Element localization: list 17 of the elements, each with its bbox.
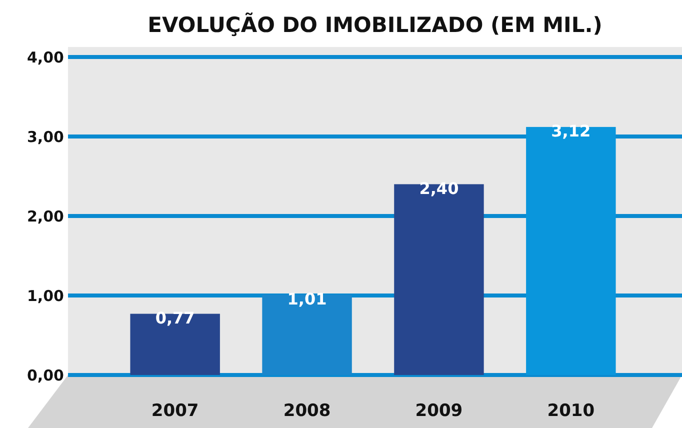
chart-title: EVOLUÇÃO DO IMOBILIZADO (EM MIL.)	[148, 12, 602, 37]
x-tick-label: 2008	[283, 401, 331, 421]
data-label: 3,12	[551, 122, 591, 141]
data-label: 2,40	[419, 178, 459, 198]
y-tick-label: 4,00	[26, 48, 64, 66]
x-tick-label: 2007	[151, 401, 199, 421]
bar	[262, 294, 352, 375]
y-tick-label: 3,00	[26, 128, 64, 146]
data-label: 1,01	[287, 289, 327, 308]
bar	[130, 314, 220, 375]
y-tick-label: 2,00	[26, 207, 64, 226]
data-label: 0,77	[155, 308, 195, 328]
y-tick-label: 1,00	[26, 286, 64, 305]
x-tick-label: 2009	[415, 401, 463, 421]
x-tick-label: 2010	[547, 401, 595, 421]
bar	[394, 184, 484, 375]
y-tick-label: 0,00	[26, 366, 64, 384]
